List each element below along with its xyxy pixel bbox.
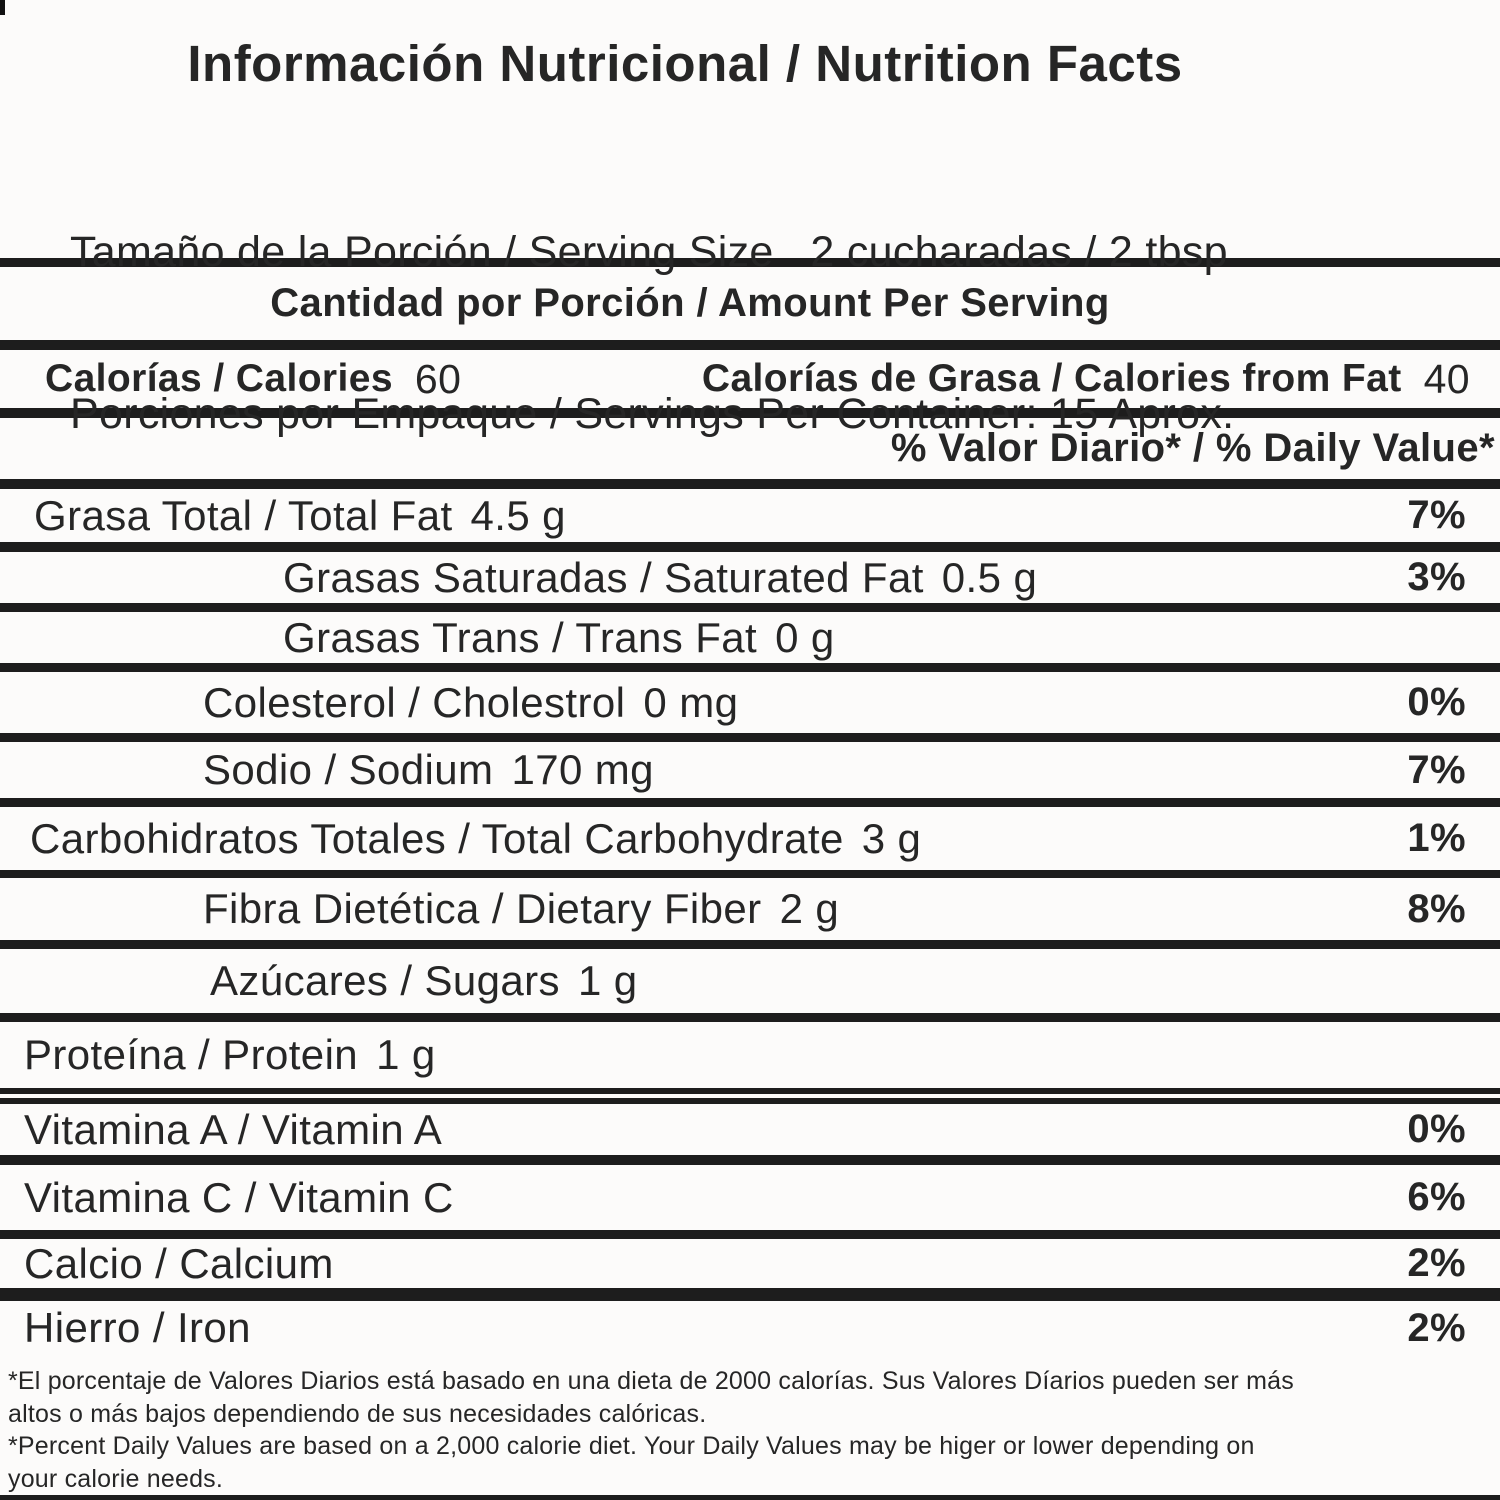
footnotes: *El porcentaje de Valores Diarios está b… — [0, 1355, 1500, 1495]
nutrient-daily-value: 2% — [1407, 1241, 1466, 1285]
serving-info: Tamaño de la Porción / Serving Size 2 cu… — [0, 117, 1500, 549]
nutrient-name: Grasas Trans / Trans Fat — [283, 613, 758, 661]
nutrient-daily-value: 3% — [1407, 555, 1466, 599]
nutrient-name: Carbohidratos Totales / Total Carbohydra… — [30, 814, 844, 862]
nutrient-name: Proteína / Protein — [24, 1031, 359, 1078]
nutrient-row-vitamin-c: Vitamina C / Vitamin C 6% — [0, 1165, 1500, 1230]
nutrient-name: Sodio / Sodium — [203, 746, 494, 793]
nutrient-amount: 1 g — [376, 1031, 436, 1078]
nutrient-name: Grasa Total / Total Fat — [34, 491, 453, 539]
nutrient-row-trans-fat: Grasas Trans / Trans Fat 0 g — [0, 612, 1500, 663]
footnote-line: *El porcentaje de Valores Diarios está b… — [8, 1367, 1294, 1395]
divider-rule — [0, 870, 1500, 878]
divider-rule — [0, 798, 1500, 807]
divider-rule — [0, 542, 1500, 552]
footnote-line: *Percent Daily Values are based on a 2,0… — [8, 1432, 1255, 1460]
nutrient-row-sugars: Azúcares / Sugars 1 g — [0, 949, 1500, 1013]
amount-per-serving-header: Cantidad por Porción / Amount Per Servin… — [270, 281, 1110, 325]
nutrient-daily-value: 0% — [1407, 1107, 1466, 1151]
calories-label: Calorías / Calories — [45, 357, 393, 400]
nutrient-amount: 0.5 g — [941, 553, 1038, 601]
servings-per-container-line: Porciones por Empaque / Servings Per Con… — [70, 390, 1235, 438]
nutrient-name: Vitamina C / Vitamin C — [24, 1173, 454, 1221]
nutrient-row-calcium: Calcio / Calcium 2% — [0, 1239, 1500, 1288]
divider-rule — [0, 479, 1500, 489]
nutrient-daily-value: 8% — [1407, 886, 1466, 931]
thick-divider-rule — [0, 1288, 1500, 1301]
nutrient-name: Azúcares / Sugars — [210, 957, 560, 1004]
divider-rule — [0, 1155, 1500, 1165]
divider-rule — [0, 340, 1500, 350]
calories-from-fat-value: 40 — [1423, 355, 1470, 402]
nutrient-name: Vitamina A / Vitamin A — [24, 1105, 443, 1153]
nutrient-daily-value: 7% — [1407, 493, 1466, 537]
calories-from-fat-label: Calorías de Grasa / Calories from Fat — [701, 357, 1402, 400]
footnote-line: altos o más bajos dependiendo de sus nec… — [8, 1399, 707, 1428]
divider-rule — [0, 733, 1500, 742]
divider-rule — [0, 1013, 1500, 1022]
divider-rule — [0, 940, 1500, 949]
nutrient-daily-value: 6% — [1407, 1175, 1466, 1219]
nutrient-name: Calcio / Calcium — [24, 1239, 334, 1287]
nutrient-row-iron: Hierro / Iron 2% — [0, 1301, 1500, 1355]
nutrient-amount: 0 g — [775, 613, 835, 661]
nutrient-amount: 1 g — [577, 957, 638, 1004]
calories-value: 60 — [414, 355, 462, 402]
calories-row: Calorías / Calories 60 Calorías de Grasa… — [0, 350, 1500, 408]
nutrient-name: Grasas Saturadas / Saturated Fat — [283, 553, 924, 601]
footnote-line: your calorie needs. — [8, 1464, 224, 1493]
label-header: Información Nutricional / Nutrition Fact… — [0, 0, 1500, 438]
scan-corner-mark — [0, 0, 5, 15]
label-title: Información Nutricional / Nutrition Fact… — [187, 35, 1183, 92]
nutrient-row-total-fat: Grasa Total / Total Fat 4.5 g 7% — [0, 489, 1500, 542]
divider-rule — [0, 258, 1500, 267]
nutrient-amount: 170 mg — [511, 746, 654, 793]
daily-value-header: % Valor Diario* / % Daily Value* — [890, 426, 1495, 470]
nutrient-row-protein: Proteína / Protein 1 g — [0, 1022, 1500, 1088]
double-divider-rule — [0, 1088, 1500, 1104]
nutrient-amount: 4.5 g — [470, 491, 566, 539]
nutrient-row-saturated-fat: Grasas Saturadas / Saturated Fat 0.5 g 3% — [0, 552, 1500, 603]
nutrient-name: Colesterol / Cholestrol — [203, 678, 626, 726]
divider-rule — [0, 1230, 1500, 1239]
nutrient-row-dietary-fiber: Fibra Dietética / Dietary Fiber 2 g 8% — [0, 878, 1500, 940]
nutrient-amount: 3 g — [861, 814, 922, 862]
nutrient-row-cholesterol: Colesterol / Cholestrol 0 mg 0% — [0, 672, 1500, 733]
nutrient-amount: 0 mg — [643, 678, 739, 726]
bottom-edge-rule — [0, 1495, 1500, 1500]
nutrient-row-sodium: Sodio / Sodium 170 mg 7% — [0, 742, 1500, 798]
nutrient-name: Hierro / Iron — [24, 1304, 251, 1351]
nutrient-row-total-carbohydrate: Carbohidratos Totales / Total Carbohydra… — [0, 807, 1500, 870]
serving-size-line: Tamaño de la Porción / Serving Size 2 cu… — [70, 228, 1228, 276]
nutrient-daily-value: 7% — [1407, 747, 1466, 792]
nutrient-daily-value: 2% — [1407, 1305, 1466, 1350]
divider-rule — [0, 408, 1500, 418]
nutrient-daily-value: 0% — [1407, 680, 1466, 724]
divider-rule — [0, 603, 1500, 612]
nutrient-name: Fibra Dietética / Dietary Fiber — [203, 885, 762, 932]
nutrient-daily-value: 1% — [1407, 816, 1466, 860]
nutrient-row-vitamin-a: Vitamina A / Vitamin A 0% — [0, 1104, 1500, 1155]
nutrient-amount: 2 g — [779, 885, 840, 932]
divider-rule — [0, 663, 1500, 672]
